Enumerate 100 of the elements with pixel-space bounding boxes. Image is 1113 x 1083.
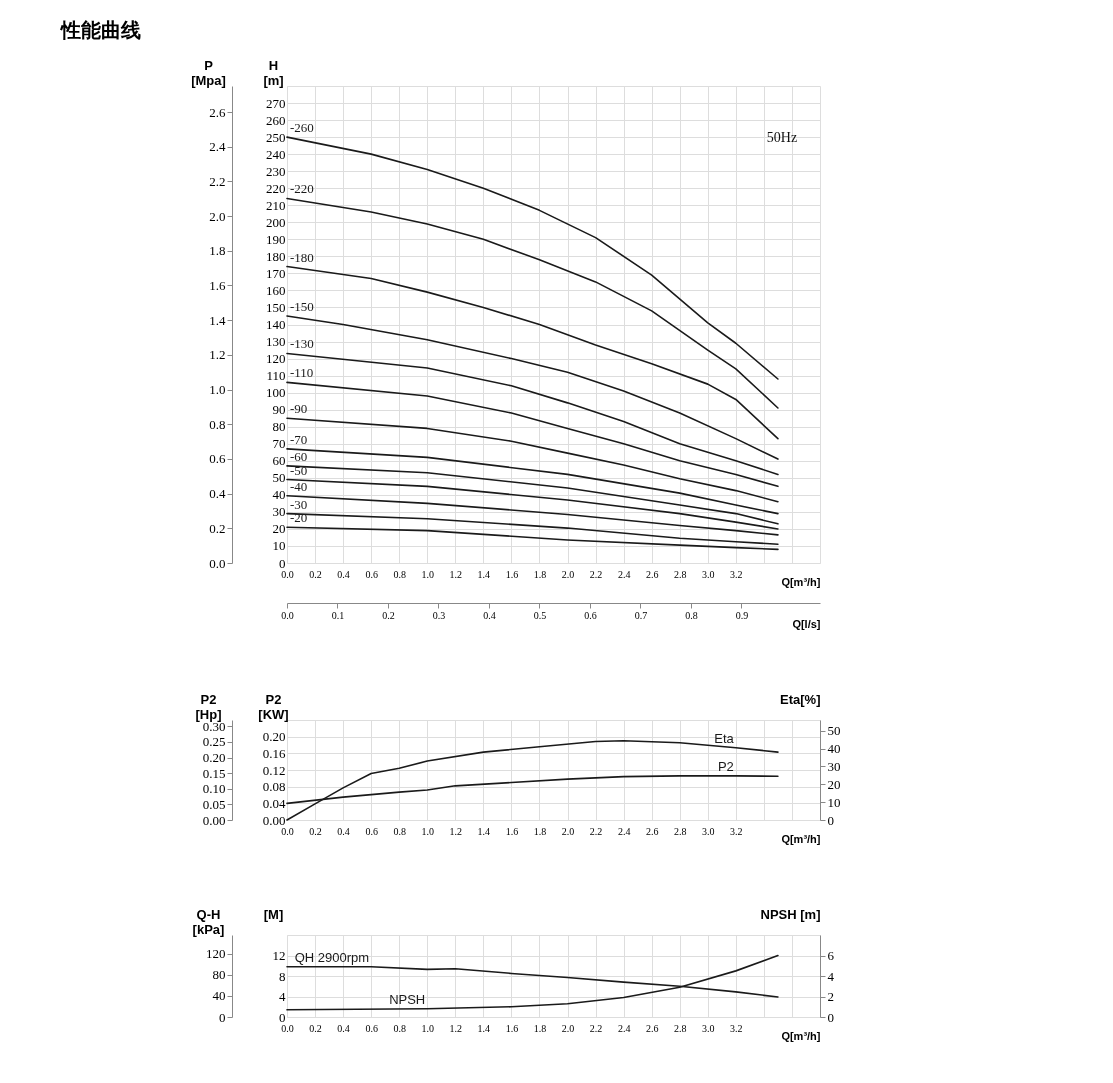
x-tick-label: 0.0 [281, 568, 294, 580]
x-tick-label: 0.8 [393, 825, 406, 837]
x-tick-label: 1.2 [449, 1022, 463, 1034]
x2-tick-label: 0.4 [483, 609, 496, 621]
y-tick-label: 240 [266, 146, 286, 162]
x2-tick-label: 0.5 [533, 609, 547, 621]
y-tick-label: 270 [266, 95, 286, 111]
x2-tick-label: 0.6 [584, 609, 597, 621]
x-tick-label: 1.0 [421, 1022, 435, 1034]
y3-tick-label: 1.4 [209, 312, 226, 328]
y-tick-label: 0.08 [262, 779, 286, 795]
y3-tick-label: 0 [219, 1009, 226, 1025]
y2-tick-label: 0 [827, 1009, 834, 1025]
y2-axis-title: Eta[%] [780, 691, 821, 707]
x2-tick-label: 0.0 [281, 609, 294, 621]
y3-tick-label: 0.6 [209, 451, 226, 467]
y3-tick-label: 2.4 [209, 139, 226, 155]
y2-tick-label: 50 [827, 723, 841, 739]
x-tick-label: 1.4 [477, 1022, 491, 1034]
x2-tick-label: 0.9 [735, 609, 749, 621]
x-tick-label: 2.6 [645, 825, 659, 837]
y-tick-label: 190 [266, 231, 286, 247]
y-tick-label: 130 [266, 334, 286, 350]
y-tick-label: 30 [272, 504, 286, 520]
y-tick-label: 0.20 [262, 729, 286, 745]
x-tick-label: 0.4 [337, 1022, 350, 1034]
y3-tick-label: 0.8 [209, 416, 226, 432]
y3-tick-label: 2.0 [209, 208, 226, 224]
x-tick-label: 0.8 [393, 568, 406, 580]
x-tick-label: 0.6 [365, 825, 378, 837]
x-tick-label: 1.8 [533, 1022, 547, 1034]
y-tick-label: 120 [266, 351, 286, 367]
series-label: -180 [290, 249, 314, 265]
x-tick-label: 1.2 [449, 568, 463, 580]
x-tick-label: 3.2 [730, 1022, 743, 1034]
y2-tick-label: 4 [827, 968, 835, 984]
line-series [286, 448, 779, 515]
y2-tick-label: 20 [827, 776, 841, 792]
x-tick-label: 2.8 [673, 825, 687, 837]
y-tick-label: 180 [266, 248, 286, 264]
y-axis-title: P2 [KW] [258, 691, 289, 722]
x2-axis-title: Q[l/s] [792, 617, 821, 630]
x-tick-label: 0.4 [337, 568, 350, 580]
y3-tick-label: 1.6 [209, 277, 226, 293]
y-tick-label: 260 [266, 112, 286, 128]
y-axis-title: H [m] [263, 57, 284, 88]
line-series [286, 512, 779, 546]
y-tick-label: 8 [279, 968, 286, 984]
line-series [286, 465, 779, 525]
x-tick-label: 2.0 [561, 1022, 575, 1034]
y-tick-label: 50 [272, 470, 286, 486]
x-tick-label: 0.0 [281, 1022, 294, 1034]
x-tick-label: 2.6 [645, 568, 659, 580]
x-tick-label: 1.8 [533, 568, 547, 580]
y-tick-label: 0.12 [262, 762, 286, 778]
line-series [286, 526, 779, 551]
series-label: -260 [290, 120, 314, 136]
x-tick-label: 3.0 [702, 1022, 715, 1034]
x-axis-title: Q[m³/h] [781, 832, 821, 845]
x-tick-label: 0.4 [337, 825, 350, 837]
x-tick-label: 2.8 [673, 1022, 687, 1034]
x-tick-label: 3.2 [730, 825, 743, 837]
x-tick-label: 1.4 [477, 568, 491, 580]
y-tick-label: 230 [266, 163, 286, 179]
series-label: -90 [290, 401, 308, 417]
series-label: -30 [290, 496, 308, 512]
x-tick-label: 2.4 [617, 825, 631, 837]
x-tick-label: 0.2 [309, 1022, 322, 1034]
line-series [286, 954, 779, 1011]
y-tick-label: 210 [266, 197, 286, 213]
y3-tick-label: 0.05 [202, 796, 226, 812]
x-tick-label: 1.4 [477, 825, 491, 837]
y3-tick-label: 120 [206, 946, 226, 962]
x-tick-label: 2.8 [673, 568, 687, 580]
series-label: QH 2900rpm [294, 949, 370, 965]
x-tick-label: 2.2 [589, 568, 603, 580]
x-tick-label: 2.0 [561, 825, 575, 837]
series-label: -50 [290, 462, 308, 478]
x-tick-label: 1.6 [505, 1022, 519, 1034]
y-tick-label: 10 [272, 538, 286, 554]
series-label: -130 [290, 336, 314, 352]
y2-tick-label: 30 [827, 758, 841, 774]
series-label: -70 [290, 431, 308, 447]
x-tick-label: 0.8 [393, 1022, 406, 1034]
x-tick-label: 2.2 [589, 1022, 603, 1034]
y2-tick-label: 6 [827, 948, 835, 963]
y3-tick-label: 2.2 [209, 173, 226, 189]
x2-tick-label: 0.7 [634, 609, 648, 621]
y3-tick-label: 1.8 [209, 243, 226, 259]
line-series [286, 417, 779, 503]
y-tick-label: 160 [266, 282, 286, 298]
line-series [286, 315, 779, 460]
y-tick-label: 100 [266, 385, 286, 401]
text: 性能曲线 [58, 19, 141, 41]
y3-tick-label: 0.15 [202, 765, 226, 781]
y2-tick-label: 2 [827, 989, 834, 1004]
y-tick-label: 0.00 [262, 812, 286, 828]
y-tick-label: 110 [266, 368, 286, 384]
y3-tick-label: 1.2 [209, 347, 226, 363]
y-tick-label: 150 [266, 299, 286, 315]
